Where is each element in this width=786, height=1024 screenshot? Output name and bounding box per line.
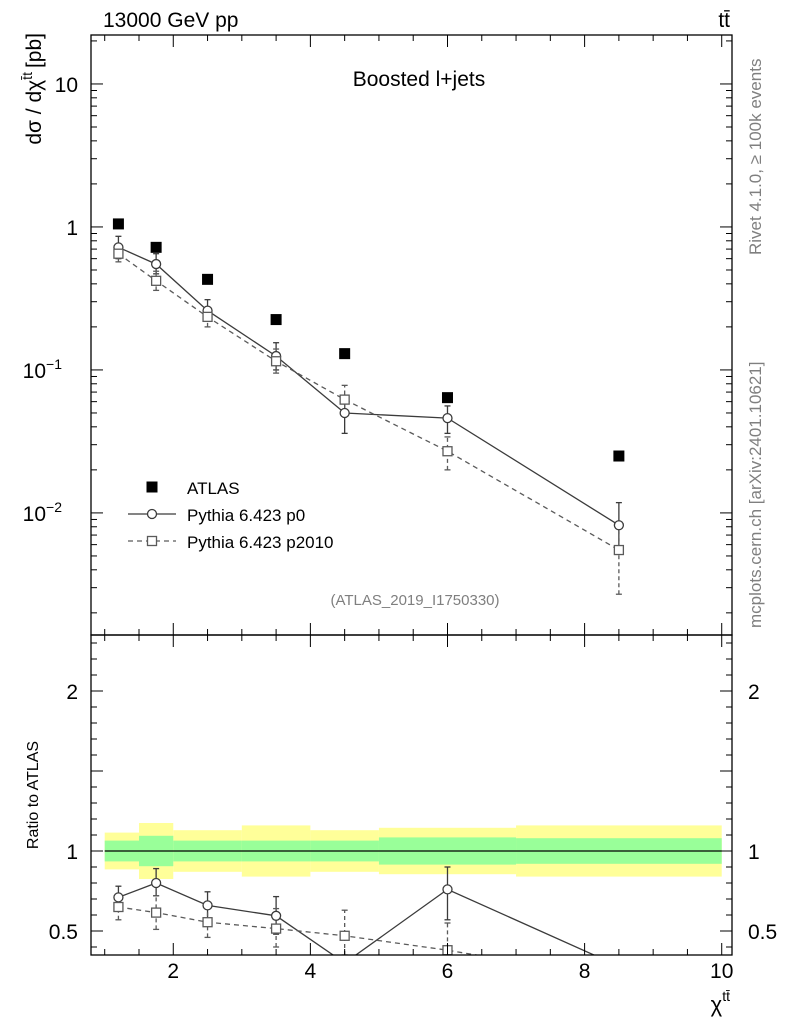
ratio-p0-marker <box>150 877 162 889</box>
legend-marker <box>146 535 158 547</box>
process-label: tt̄ <box>718 9 730 32</box>
ratio-x-tick-label: 2 <box>167 960 179 983</box>
ratio-y-tick-label-right: 1 <box>748 841 760 864</box>
ratio-p0-marker <box>614 962 623 971</box>
legend-label: ATLAS <box>187 479 240 498</box>
ratio-p0-marker <box>442 884 453 895</box>
ratio-p2010-line <box>118 906 480 955</box>
mcplots-label: mcplots.cern.ch [arXiv:2401.10621] <box>746 362 765 628</box>
legend-label: Pythia 6.423 p0 <box>187 506 305 525</box>
p2010-marker <box>202 311 213 323</box>
legend-marker <box>146 508 158 520</box>
main-y-tick-label: 10 <box>55 74 78 97</box>
p2010-marker <box>113 248 124 259</box>
ratio-series-lines <box>118 882 596 955</box>
main-y-tick-label: 10−2 <box>23 499 63 526</box>
atlas-marker <box>202 273 214 285</box>
main-series-lines <box>118 246 620 551</box>
ratio-x-tick-label: 6 <box>442 960 454 983</box>
ratio-panel: 0.5 0.5 1 1 2 2 2 4 6 8 10 <box>49 634 777 984</box>
ratio-error-bars <box>115 866 451 955</box>
ratio-y-tick-label-right: 0.5 <box>748 921 777 944</box>
ratio-p2010-marker <box>202 917 213 928</box>
analysis-id-label: (ATLAS_2019_I1750330) <box>330 592 499 609</box>
main-y-tick-label-base: 1 <box>66 217 78 240</box>
p0-marker <box>442 412 453 424</box>
main-y-tick-label-base: 10 <box>55 74 78 97</box>
ratio-y-tick-label: 0.5 <box>49 921 78 944</box>
p2010-marker <box>150 275 162 286</box>
ratio-x-tick-label: 8 <box>579 960 591 983</box>
main-y-axis-label: dσ / dχt̄t[pb] <box>19 33 46 145</box>
main-markers <box>112 218 625 556</box>
ratio-axis-ticks <box>91 635 732 955</box>
atlas-marker <box>150 241 162 253</box>
ratio-p2010-marker <box>150 907 162 918</box>
main-y-tick-label-base: 10 <box>23 503 46 526</box>
p2010-marker <box>339 394 350 405</box>
atlas-marker <box>339 348 351 360</box>
ratio-frame <box>90 634 733 956</box>
ratio-y-tick-label: 2 <box>66 681 78 704</box>
ratio-p2010-marker <box>113 901 124 913</box>
main-y-tick-label-base: 10 <box>23 360 46 383</box>
ratio-markers <box>113 877 623 984</box>
p2010-marker <box>613 544 625 556</box>
p2010-marker <box>442 446 453 457</box>
ratio-p0-marker <box>270 910 282 921</box>
ratio-y-tick-label: 1 <box>66 841 78 864</box>
p2010-marker <box>270 356 282 367</box>
rivet-version-label: Rivet 4.1.0, ≥ 100k events <box>746 59 765 255</box>
legend-label: Pythia 6.423 p2010 <box>187 533 334 552</box>
ratio-p0-marker <box>340 959 349 968</box>
ratio-x-tick-label: 4 <box>305 960 317 983</box>
main-y-tick-label-exp: −1 <box>46 356 62 372</box>
ratio-y-tick-labels: 0.5 0.5 1 1 2 2 <box>49 681 777 944</box>
ratio-y-tick-label-right: 2 <box>748 681 760 704</box>
legend: ATLAS Pythia 6.423 p0 Pythia 6.423 p2010 <box>128 479 334 552</box>
legend-marker <box>146 481 158 493</box>
plot-title: Boosted l+jets <box>353 68 486 91</box>
ratio-p2010-marker <box>339 930 350 941</box>
atlas-marker <box>441 392 453 404</box>
p0-marker <box>150 258 162 270</box>
beam-label: 13000 GeV pp <box>103 9 238 32</box>
main-y-tick-label: 10−1 <box>23 356 63 383</box>
x-axis-label: χtt̄ <box>711 988 730 1017</box>
ratio-p2010-marker <box>270 923 282 934</box>
p0-marker <box>339 407 350 419</box>
ratio-p2010-marker <box>614 975 623 984</box>
atlas-marker <box>270 314 282 326</box>
ratio-x-tick-label: 10 <box>710 960 733 983</box>
main-y-tick-label-exp: −2 <box>46 499 62 515</box>
ratio-p0-marker <box>113 892 124 903</box>
ratio-p0-marker <box>202 900 213 911</box>
ratio-x-tick-labels: 2 4 6 8 10 <box>167 960 733 983</box>
ratio-p0-line <box>118 882 596 955</box>
main-axis-ticks <box>91 35 732 635</box>
p0-marker <box>613 520 625 531</box>
atlas-marker <box>112 218 124 230</box>
ratio-y-axis-label: Ratio to ATLAS <box>25 741 42 849</box>
main-y-tick-label: 1 <box>66 217 78 240</box>
atlas-marker <box>613 450 625 462</box>
